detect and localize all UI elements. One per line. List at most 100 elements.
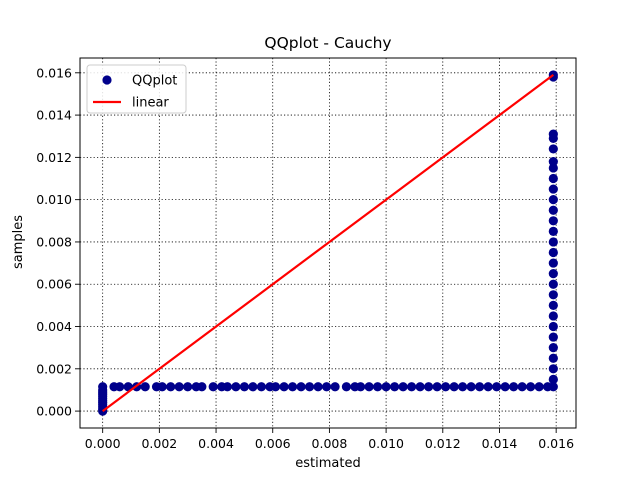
data-point [548, 374, 558, 384]
data-point [231, 382, 241, 392]
data-point [270, 382, 281, 392]
data-point [548, 364, 558, 374]
data-point [509, 382, 519, 392]
data-point [458, 382, 468, 392]
data-point [174, 382, 184, 392]
data-point [248, 382, 258, 392]
data-point [526, 382, 536, 392]
data-point [548, 157, 558, 167]
data-point [98, 382, 108, 392]
data-point [381, 382, 391, 392]
data-point [548, 321, 558, 332]
series-linear-line [102, 74, 554, 412]
legend-label: linear [132, 96, 169, 111]
data-point [548, 195, 558, 205]
data-point [222, 382, 232, 392]
data-point [313, 382, 323, 392]
x-tick-label: 0.012 [425, 436, 461, 451]
data-point [157, 382, 167, 392]
data-point [548, 353, 558, 363]
x-tick-label: 0.016 [538, 436, 574, 451]
data-point [407, 382, 417, 392]
y-tick-label: 0.008 [36, 234, 72, 249]
x-tick-label: 0.002 [141, 436, 177, 451]
data-point [548, 382, 558, 392]
data-point [449, 382, 459, 392]
axes-frame [79, 57, 577, 429]
data-point [548, 237, 558, 247]
data-point [256, 382, 266, 392]
data-point [304, 382, 315, 392]
data-point [279, 382, 289, 392]
y-axis-label: samples [11, 215, 26, 269]
data-point [548, 269, 558, 279]
legend-marker-qqplot [102, 75, 112, 85]
data-point [441, 382, 451, 392]
data-point [398, 382, 408, 392]
data-point [239, 382, 249, 392]
data-point [466, 382, 476, 392]
data-point [197, 382, 207, 392]
data-point [355, 382, 366, 392]
data-point [475, 382, 485, 392]
data-point [548, 173, 558, 184]
x-tick-label: 0.014 [482, 436, 518, 451]
y-tick-label: 0.016 [36, 65, 72, 80]
y-tick-label: 0.000 [36, 404, 72, 419]
y-tick-label: 0.006 [36, 277, 72, 292]
data-point [483, 382, 493, 392]
y-tick-label: 0.004 [36, 319, 72, 334]
data-point [517, 382, 527, 392]
series-qqplot [98, 70, 558, 416]
data-point [548, 311, 558, 321]
data-point [183, 382, 193, 392]
data-point [424, 382, 434, 392]
legend-label: QQplot [132, 74, 177, 89]
data-point [548, 279, 558, 289]
x-tick-label: 0.006 [255, 436, 291, 451]
data-point [432, 382, 442, 392]
y-tick-label: 0.002 [36, 361, 72, 376]
data-point [140, 382, 150, 392]
x-tick-label: 0.000 [85, 436, 121, 451]
data-point [534, 382, 544, 392]
data-point [548, 343, 558, 353]
data-point [548, 144, 558, 154]
y-tick-label: 0.014 [36, 108, 72, 123]
data-point [373, 382, 383, 392]
data-point [321, 382, 332, 392]
data-point [548, 300, 558, 310]
legend: QQplot linear [86, 64, 187, 114]
data-point [415, 382, 425, 392]
data-point [364, 382, 374, 392]
data-point [287, 382, 298, 392]
data-point [548, 247, 558, 258]
data-point [548, 332, 558, 342]
data-point [296, 382, 306, 392]
y-tick-label: 0.012 [36, 150, 72, 165]
data-point [548, 205, 558, 215]
y-tick-label: 0.010 [36, 192, 72, 207]
data-point [548, 129, 558, 139]
data-point [492, 382, 502, 392]
data-point [390, 382, 400, 392]
plot-area: 0.000 0.002 0.004 0.006 0.008 0.010 0.012 0.014… [36, 57, 577, 451]
data-point [548, 184, 558, 194]
data-point [548, 216, 558, 226]
data-point [208, 382, 218, 392]
data-point [548, 163, 558, 173]
data-point [330, 382, 340, 392]
data-point [115, 382, 125, 392]
data-point [166, 382, 176, 392]
data-point [500, 382, 510, 392]
x-tick-label: 0.004 [198, 436, 234, 451]
x-axis-label: estimated [295, 456, 360, 471]
x-tick-label: 0.010 [368, 436, 404, 451]
chart-title: QQplot - Cauchy [264, 34, 391, 52]
data-point [548, 226, 558, 236]
data-point [548, 290, 558, 300]
data-point [341, 382, 352, 392]
data-point [548, 258, 558, 268]
x-tick-label: 0.008 [312, 436, 348, 451]
